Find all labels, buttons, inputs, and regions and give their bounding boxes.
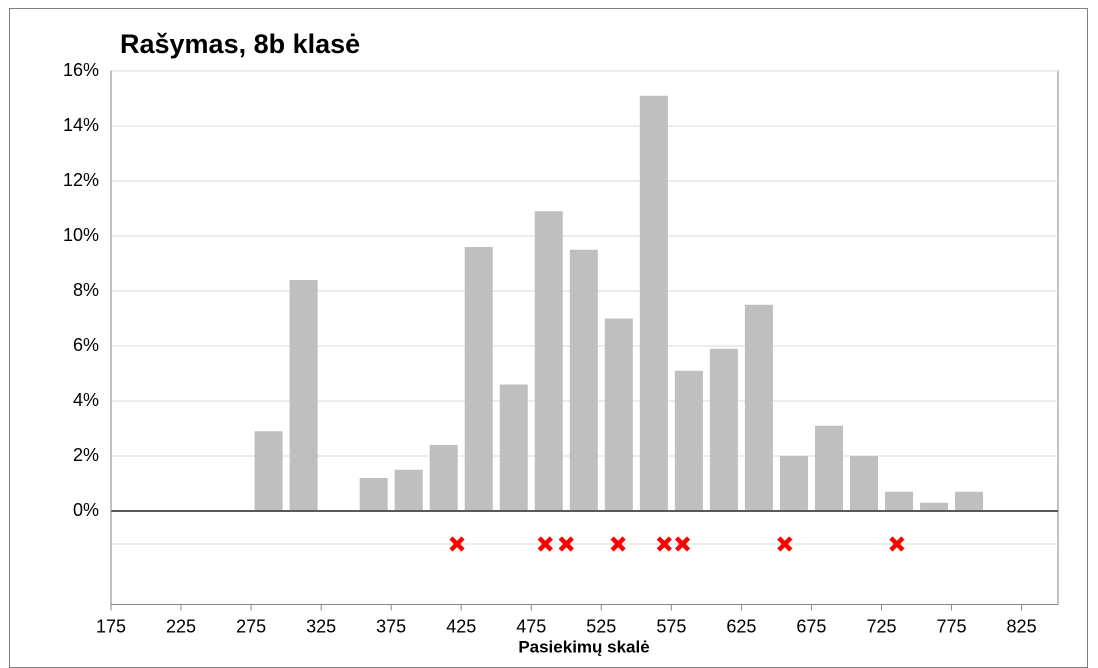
y-tick-label: 8% (73, 280, 99, 300)
bar (534, 211, 563, 511)
x-tick-label: 325 (306, 616, 336, 636)
bar (674, 370, 703, 511)
y-tick-label: 10% (63, 225, 99, 245)
bar (920, 502, 949, 511)
x-tick-label: 275 (236, 616, 266, 636)
bar (394, 469, 423, 511)
x-tick-label: 775 (937, 616, 967, 636)
y-tick-label: 4% (73, 390, 99, 410)
bar (429, 445, 458, 511)
bar (604, 318, 633, 511)
marker (777, 536, 793, 552)
bar (464, 247, 493, 511)
marker (610, 536, 626, 552)
x-axis-label: Pasiekimų skalė (518, 637, 649, 656)
bar (884, 491, 914, 511)
bar (814, 425, 843, 511)
marker (449, 536, 465, 552)
bar (289, 280, 318, 511)
y-tick-label: 16% (63, 60, 99, 80)
x-tick-label: 225 (166, 616, 196, 636)
marker (537, 536, 553, 552)
x-tick-label: 625 (726, 616, 756, 636)
x-tick-label: 475 (516, 616, 546, 636)
bar (779, 456, 808, 511)
x-tick-label: 375 (376, 616, 406, 636)
y-tick-label: 12% (63, 170, 99, 190)
y-tick-label: 14% (63, 115, 99, 135)
x-tick-label: 175 (96, 616, 126, 636)
bar (744, 304, 773, 511)
bar (254, 431, 283, 511)
x-tick-label: 675 (796, 616, 826, 636)
marker (656, 536, 672, 552)
marker (558, 536, 574, 552)
bar (499, 384, 528, 511)
x-tick-label: 525 (586, 616, 616, 636)
x-tick-label: 425 (446, 616, 476, 636)
marker (674, 536, 691, 552)
bar (709, 348, 738, 511)
y-tick-label: 2% (73, 445, 99, 465)
bar (849, 456, 878, 511)
chart-title: Rašymas, 8b klasė (120, 29, 360, 59)
bar (569, 249, 598, 511)
marker (889, 536, 905, 552)
y-tick-label: 0% (73, 500, 99, 520)
x-tick-label: 825 (1007, 616, 1037, 636)
y-tick-label: 6% (73, 335, 99, 355)
bar (639, 95, 668, 511)
bar (955, 491, 984, 511)
x-tick-label: 575 (656, 616, 686, 636)
bar (359, 478, 388, 511)
x-tick-label: 725 (866, 616, 896, 636)
